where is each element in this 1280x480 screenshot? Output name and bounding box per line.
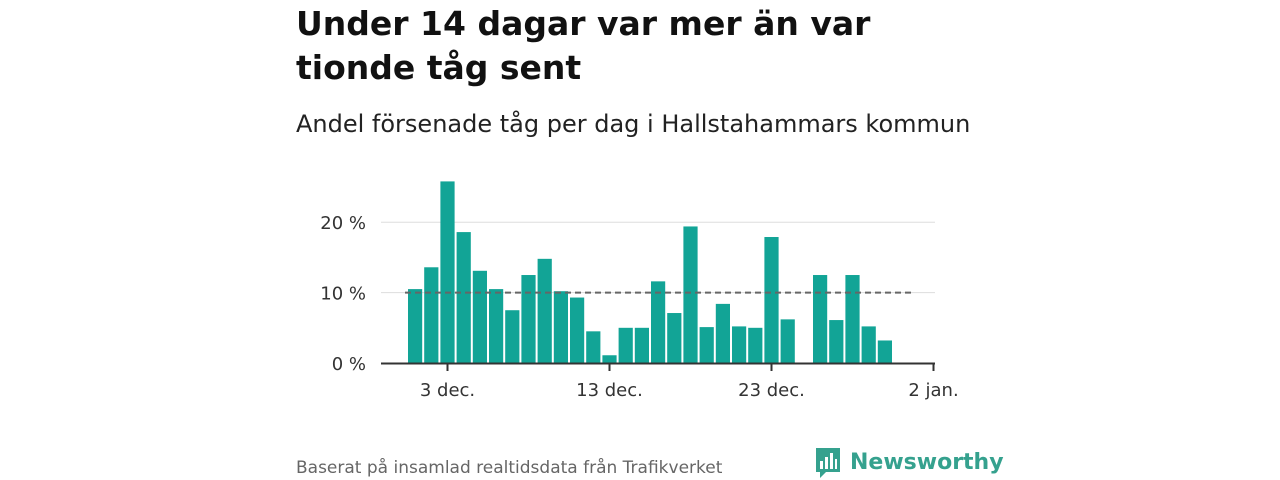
bar [748, 327, 763, 363]
y-tick-label: 20 % [320, 213, 366, 234]
bar [877, 340, 892, 363]
bar [472, 270, 487, 363]
bar [602, 355, 617, 363]
bar [456, 232, 471, 363]
bar [408, 289, 423, 363]
bar [732, 326, 747, 363]
bar [764, 237, 779, 363]
bar [651, 281, 666, 363]
y-tick-label: 0 % [332, 354, 366, 375]
chart-subtitle: Andel försenade tåg per dag i Hallstaham… [296, 110, 971, 138]
bar [780, 319, 795, 363]
x-tick-label: 23 dec. [738, 380, 805, 401]
newsworthy-logo-icon [816, 448, 840, 478]
bar [505, 310, 520, 363]
bar [553, 291, 568, 363]
bar [489, 289, 504, 363]
bar [634, 327, 649, 363]
bar [699, 327, 714, 363]
y-tick-label: 10 % [320, 284, 366, 305]
bar [424, 267, 439, 363]
bar [715, 303, 730, 363]
source-note: Baserat på insamlad realtidsdata från Tr… [296, 458, 723, 478]
bar [618, 327, 633, 363]
bar [667, 313, 682, 363]
x-tick-label: 2 jan. [908, 380, 958, 401]
bar [845, 275, 860, 363]
x-tick-label: 13 dec. [576, 380, 643, 401]
brand-logo: Newsworthy [814, 446, 1004, 480]
bar [683, 226, 698, 363]
bar [586, 331, 601, 363]
bar [861, 326, 876, 363]
brand-name: Newsworthy [850, 450, 1004, 475]
bar [440, 181, 455, 363]
bar [829, 320, 844, 363]
bar [537, 258, 552, 363]
chart-title: Under 14 dagar var mer än var tionde tåg… [296, 4, 871, 87]
bar [813, 275, 828, 363]
bar [570, 297, 585, 363]
bar [521, 275, 536, 363]
x-tick-label: 3 dec. [420, 380, 475, 401]
